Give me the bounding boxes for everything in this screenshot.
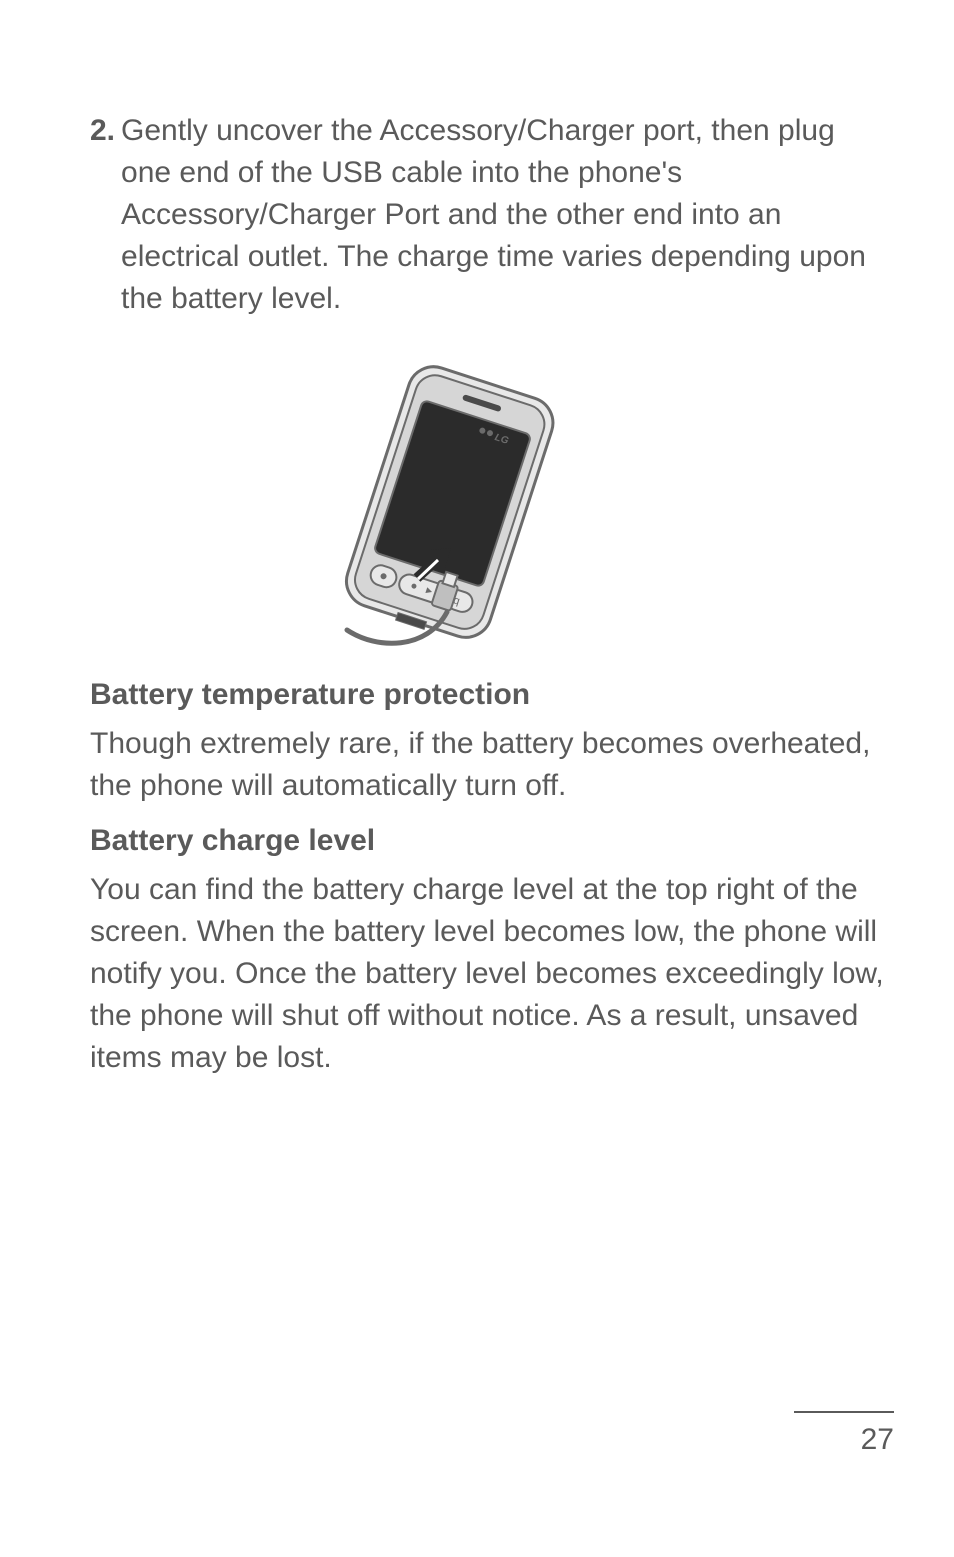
- phone-charging-illustration: LG q: [317, 350, 657, 655]
- list-text: Gently uncover the Accessory/Charger por…: [121, 110, 884, 320]
- heading-battery-temperature-protection: Battery temperature protection: [90, 675, 884, 715]
- ordered-list-item-2: 2. Gently uncover the Accessory/Charger …: [90, 110, 884, 320]
- paragraph-temperature-protection: Though extremely rare, if the battery be…: [90, 723, 884, 807]
- list-number: 2.: [90, 110, 115, 320]
- page-footer: 27: [794, 1411, 894, 1457]
- phone-svg: LG q: [317, 350, 657, 650]
- paragraph-charge-level: You can find the battery charge level at…: [90, 869, 884, 1079]
- heading-battery-charge-level: Battery charge level: [90, 821, 884, 861]
- page-root: 2. Gently uncover the Accessory/Charger …: [0, 0, 954, 1557]
- page-number: 27: [861, 1423, 894, 1456]
- illustration-container: LG q: [90, 350, 884, 655]
